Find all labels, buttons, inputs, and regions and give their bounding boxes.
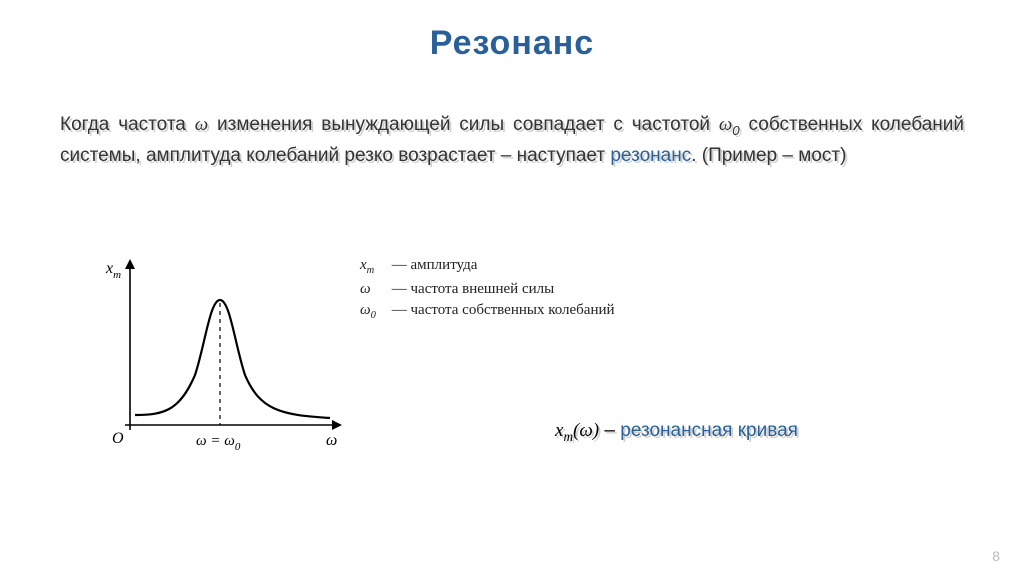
svg-text:xm: xm <box>105 260 121 281</box>
legend-item-xm: xm — амплитуда <box>360 255 615 279</box>
svg-text:ω = ω0: ω = ω0 <box>196 433 241 453</box>
chart-svg: xm O ω ω = ω0 <box>100 255 350 465</box>
legend-item-omega0: ω0 — частота собственных колебаний <box>360 300 615 324</box>
resonance-term: резонанс <box>610 145 691 166</box>
resonance-chart: xm O ω ω = ω0 xm — амплитуда ω — частота… <box>100 255 660 505</box>
omega0-symbol: ω <box>719 114 732 135</box>
chart-legend: xm — амплитуда ω — частота внешней силы … <box>360 255 615 323</box>
caption-label: резонансная кривая <box>620 420 798 441</box>
caption-function: xm(ω) <box>555 420 599 441</box>
curve-caption: xm(ω) – резонансная кривая xm(ω) – резон… <box>555 420 798 445</box>
para-text: изменения вынуждающей силы совпадает с ч… <box>208 114 719 135</box>
svg-text:ω: ω <box>326 432 337 449</box>
page-title: Резонанс <box>0 0 1024 63</box>
legend-item-omega: ω — частота внешней силы <box>360 279 615 300</box>
svg-text:O: O <box>112 430 124 447</box>
para-text: . (Пример – мост) <box>691 145 846 166</box>
para-text: Когда частота <box>60 114 195 135</box>
page-number: 8 <box>992 548 1000 564</box>
omega-symbol: ω <box>195 114 208 135</box>
intro-paragraph: Когда частота ω изменения вынуждающей си… <box>60 110 964 171</box>
